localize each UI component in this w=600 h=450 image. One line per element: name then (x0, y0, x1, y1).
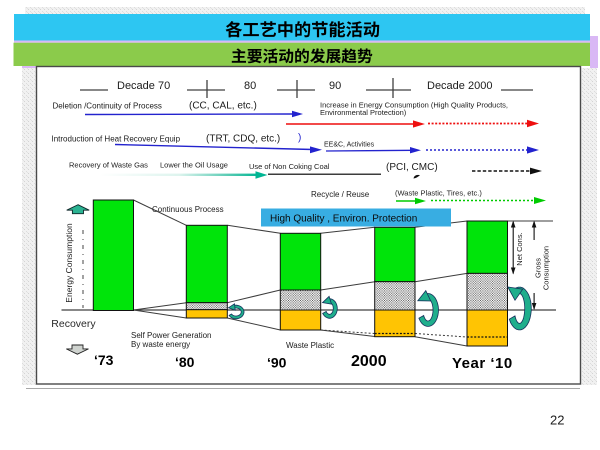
svg-text:(Waste Plastic, Tires, etc.): (Waste Plastic, Tires, etc.) (395, 189, 482, 198)
svg-text:EE&C, Activities: EE&C, Activities (324, 142, 375, 149)
svg-text:Self Power Generation: Self Power Generation (131, 331, 212, 340)
svg-text:Continuous Process: Continuous Process (152, 205, 224, 214)
svg-text:Gross: Gross (534, 258, 543, 278)
svg-text:Introduction of Heat Recovery: Introduction of Heat Recovery Equip (52, 135, 181, 144)
svg-text:(TRT, CDQ, etc.): (TRT, CDQ, etc.) (206, 134, 280, 145)
svg-text:Energy Consumption: Energy Consumption (64, 223, 74, 303)
svg-text:Deletion /Continuity of Proce: Deletion /Continuity of Process (53, 102, 162, 111)
svg-text:Net Cons.: Net Cons. (515, 232, 524, 265)
svg-text:Recovery of Waste Gas: Recovery of Waste Gas (69, 161, 148, 170)
svg-text:Recovery: Recovery (51, 318, 96, 330)
svg-text:90: 90 (329, 80, 341, 92)
svg-text:Increase in Energy Consumption: Increase in Energy Consumption (High Qua… (320, 101, 508, 110)
svg-text:(PCI, CMC): (PCI, CMC) (386, 162, 438, 173)
svg-text:): ) (298, 133, 301, 144)
svg-text:2000: 2000 (351, 353, 387, 370)
svg-text:Waste Plastic: Waste Plastic (286, 341, 334, 350)
svg-text:Environmental Protection): Environmental Protection) (320, 108, 407, 117)
svg-text:By waste energy: By waste energy (131, 340, 190, 349)
svg-text:80: 80 (244, 80, 256, 92)
svg-text:‘90: ‘90 (267, 355, 287, 371)
svg-text:Use of Non Coking Coal: Use of Non Coking Coal (249, 162, 330, 171)
svg-text:Year ‘10: Year ‘10 (452, 355, 513, 372)
svg-text:Decade 70: Decade 70 (117, 80, 170, 92)
svg-text:Decade 2000: Decade 2000 (427, 80, 492, 92)
svg-text:Consumption: Consumption (542, 246, 551, 290)
svg-text:Recycle / Reuse: Recycle / Reuse (311, 190, 370, 199)
svg-text:22: 22 (550, 413, 564, 428)
svg-text:(CC, CAL, etc.): (CC, CAL, etc.) (189, 101, 257, 112)
svg-text:High Quality , Environ. Protec: High Quality , Environ. Protection (270, 214, 417, 225)
svg-text:‘73: ‘73 (94, 352, 114, 368)
svg-text:‘80: ‘80 (175, 354, 195, 370)
svg-text:Lower the Oil Usage: Lower the Oil Usage (160, 161, 228, 170)
